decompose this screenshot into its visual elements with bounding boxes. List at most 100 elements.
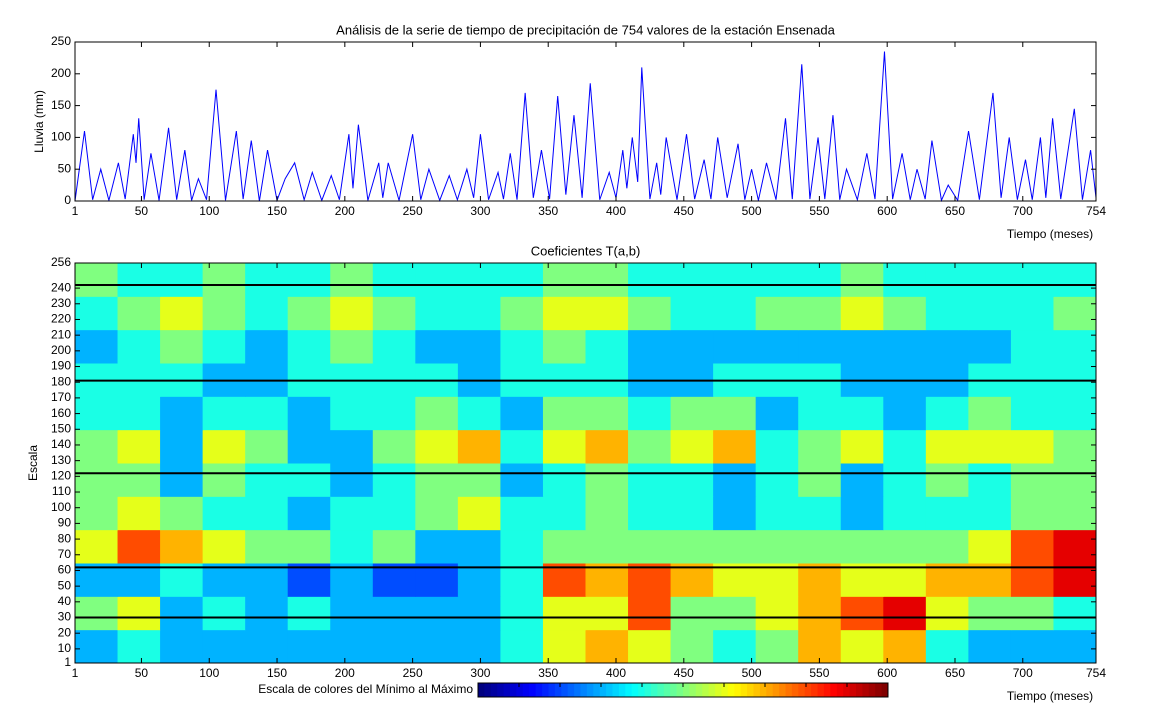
heatmap-cell: [968, 296, 1011, 330]
heatmap-cell: [756, 296, 799, 330]
heatmap-cell: [671, 430, 714, 464]
colorbar-swatch: [869, 683, 876, 697]
heatmap-cell: [1011, 596, 1054, 630]
heatmap-cell: [288, 596, 331, 630]
heatmap-cell: [1011, 630, 1054, 664]
heatmap-cell: [458, 263, 501, 297]
heatmap-cell: [798, 430, 841, 464]
x-tick-label: 500: [742, 666, 762, 680]
x-tick-label: 200: [335, 666, 355, 680]
heatmap-cell: [118, 496, 161, 530]
heatmap-cell: [628, 596, 671, 630]
heatmap-cell: [160, 596, 203, 630]
heatmap-cell: [415, 430, 458, 464]
y-tick-label: 220: [51, 312, 71, 326]
colorbar-swatch: [632, 683, 639, 697]
heatmap-cell: [543, 296, 586, 330]
heatmap-cell: [841, 430, 884, 464]
heatmap-cell: [1053, 296, 1096, 330]
x-tick-label: 150: [267, 666, 287, 680]
colorbar-swatch: [645, 683, 652, 697]
colorbar-swatch: [664, 683, 671, 697]
heatmap-cell: [118, 630, 161, 664]
heatmap-cell: [373, 630, 416, 664]
heatmap-cell: [926, 463, 969, 497]
heatmap-cell: [458, 430, 501, 464]
heatmap-cell: [756, 263, 799, 297]
x-tick-label: 400: [606, 666, 626, 680]
heatmap-cell: [968, 496, 1011, 530]
colorbar-swatch: [510, 683, 517, 697]
heatmap-cell: [968, 596, 1011, 630]
heatmap-cell: [203, 463, 246, 497]
heatmap-cell: [330, 296, 373, 330]
heatmap-cell: [458, 630, 501, 664]
heatmap-cell: [713, 330, 756, 364]
heatmap-cell: [458, 496, 501, 530]
heatmap-cell: [543, 630, 586, 664]
heatmap-cell: [415, 530, 458, 564]
heatmap-cell: [1053, 263, 1096, 297]
colorbar-swatch: [747, 683, 754, 697]
heatmap-cell: [245, 396, 288, 430]
y-tick-label: 256: [51, 255, 71, 269]
heatmap-cell: [330, 596, 373, 630]
heatmap-cell: [586, 396, 629, 430]
heatmap-cell: [245, 496, 288, 530]
colorbar-swatch: [497, 683, 504, 697]
heatmap-cell: [713, 396, 756, 430]
colorbar-swatch: [741, 683, 748, 697]
heatmap-cell: [415, 463, 458, 497]
heatmap-cell: [968, 396, 1011, 430]
heatmap-cell: [458, 463, 501, 497]
heatmap-cell: [671, 630, 714, 664]
heatmap-cell: [160, 463, 203, 497]
x-tick-label: 450: [674, 666, 694, 680]
heatmap-cell: [628, 330, 671, 364]
heatmap-cell: [373, 396, 416, 430]
heatmap-cell: [160, 496, 203, 530]
colorbar-swatch: [786, 683, 793, 697]
heatmap-cell: [968, 430, 1011, 464]
heatmap-cell: [841, 296, 884, 330]
chart-title: Coeficientes T(a,b): [531, 243, 641, 258]
heatmap-cell: [500, 630, 543, 664]
heatmap-cell: [756, 596, 799, 630]
heatmap-cell: [288, 296, 331, 330]
heatmap-cell: [756, 430, 799, 464]
chart-title: Análisis de la serie de tiempo de precip…: [336, 22, 835, 37]
x-tick-label: 754: [1086, 666, 1106, 680]
heatmap-cell: [288, 396, 331, 430]
heatmap-cell: [926, 530, 969, 564]
heatmap-cell: [1011, 296, 1054, 330]
heatmap-cell: [926, 296, 969, 330]
heatmap-cell: [288, 630, 331, 664]
heatmap-cell: [713, 263, 756, 297]
heatmap-cell: [1053, 330, 1096, 364]
x-tick-label: 200: [335, 204, 355, 218]
heatmap-cell: [415, 596, 458, 630]
heatmap-cell: [373, 330, 416, 364]
colorbar-swatch: [875, 683, 882, 697]
heatmap-cell: [671, 596, 714, 630]
heatmap-cell: [245, 530, 288, 564]
heatmap-cell: [671, 263, 714, 297]
colorbar-swatch: [619, 683, 626, 697]
heatmap-cell: [841, 396, 884, 430]
colorbar-swatch: [581, 683, 588, 697]
colorbar-swatch: [721, 683, 728, 697]
heatmap-cell: [373, 296, 416, 330]
heatmap-cell: [926, 263, 969, 297]
heatmap-cell: [458, 330, 501, 364]
heatmap-cell: [1011, 330, 1054, 364]
colorbar-swatch: [651, 683, 658, 697]
y-tick-label: 250: [51, 34, 71, 48]
heatmap-cell: [160, 430, 203, 464]
heatmap-cell: [203, 263, 246, 297]
y-tick-label: 80: [58, 531, 72, 545]
heatmap-cell: [1053, 396, 1096, 430]
y-tick-label: 50: [58, 578, 72, 592]
heatmap-cell: [500, 430, 543, 464]
heatmap-cell: [628, 530, 671, 564]
y-tick-label: 10: [58, 641, 72, 655]
